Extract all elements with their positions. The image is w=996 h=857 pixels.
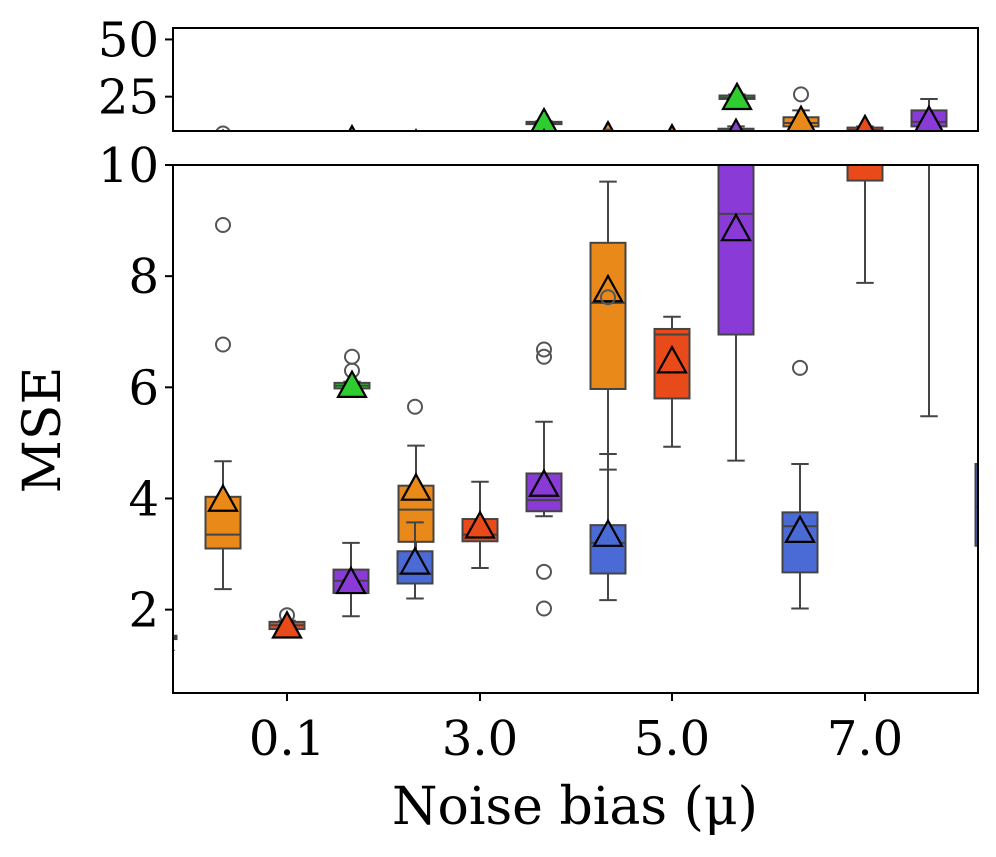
y-tick-label-6: 6: [128, 360, 159, 416]
box-red-7.0-mean-marker: [855, 113, 875, 131]
box-orange-5.0-body: [589, 241, 627, 390]
box-blue-7.0-mean-marker: [979, 130, 996, 155]
box-green-3.0-flier-1: [350, 130, 354, 131]
box-green-3.0-mean-marker: [336, 369, 368, 398]
box-blue-3.0-mean-marker: [592, 518, 624, 547]
box-blue-7.0-flier-1: [986, 280, 996, 294]
upper-plot-area: [206, 81, 996, 161]
box-orange-0.1-flier-1: [215, 217, 231, 234]
box-purple-3.0-mean-marker: [542, 127, 546, 131]
box-blue-7.0-flier-0: [986, 129, 996, 143]
box-purple-3.0-flier-3: [536, 341, 552, 358]
box-blue-5.0-flier-0: [793, 132, 807, 146]
y-tick-label-4: 4: [128, 471, 159, 527]
box-purple-3.0-flier-1: [536, 563, 552, 580]
box-green-5.0-mean-marker: [530, 106, 558, 131]
box-red-0.1-mean-marker: [273, 136, 301, 161]
x-tick-label-5.0: 5.0: [634, 711, 710, 767]
box-purple-3.0-flier-1: [537, 141, 551, 155]
box-orange-0.1-flier-0: [215, 336, 231, 353]
box-green-3.0-mean-marker: [348, 123, 356, 131]
box-blue-7.0-mean-marker: [977, 492, 978, 495]
box-purple-3.0-flier-0: [537, 142, 551, 156]
box-purple-3.0-flier-0: [536, 600, 552, 617]
box-blue-5.0-mean-marker: [799, 129, 801, 131]
box-purple-0.1-mean-marker: [337, 134, 365, 159]
box-orange-3.0-mean-marker: [400, 472, 432, 501]
box-blue-5.0-mean-marker: [784, 514, 816, 544]
box-purple-7.0-body: [912, 0, 947, 54]
box-orange-0.1-flier-1: [215, 125, 231, 131]
box-orange-0.1-body: [206, 145, 241, 147]
box-blue-0.1-mean-marker: [399, 546, 431, 575]
box-green-7.0-mean-marker: [721, 81, 753, 111]
y-tick-label-upper-50: 50: [98, 12, 159, 68]
box-red-5.0-mean-marker: [656, 344, 688, 374]
upper-axes-frame: [172, 27, 979, 132]
box-purple-3.0-flier-3: [541, 130, 547, 131]
box-orange-3.0-body: [399, 144, 434, 146]
box-blue-7.0-body: [976, 143, 996, 146]
box-orange-0.1-flier-0: [219, 130, 227, 131]
box-orange-3.0-mean-marker: [414, 128, 418, 131]
box-purple-5.0-body: [717, 165, 755, 336]
box-red-5.0-body: [655, 138, 690, 141]
x-tick-label-3.0: 3.0: [442, 711, 518, 767]
box-purple-3.0-flier-2: [536, 348, 552, 365]
box-blue-0.1-body: [398, 147, 433, 149]
x-axis-label: Noise bias (μ): [392, 777, 758, 837]
y-tick-label-upper-25: 25: [98, 70, 159, 126]
box-red-0.1-body: [270, 150, 305, 152]
box-blue-5.0-body: [783, 145, 818, 147]
box-orange-5.0-mean-marker: [601, 119, 615, 131]
box-red-5.0-mean-marker: [667, 122, 677, 131]
box-orange-7.0-flier-0: [793, 86, 809, 103]
box-blue-0.1-mean-marker: [401, 133, 429, 158]
box-green-3.0-body: [335, 140, 370, 142]
box-orange-5.0-body: [591, 134, 626, 140]
box-purple-3.0-body: [527, 144, 562, 146]
box-blue-7.0-flier-0: [986, 287, 996, 301]
box-red-0.1-mean-marker: [271, 610, 303, 639]
box-purple-0.1-body: [334, 148, 369, 150]
lower-axes: 2 4 6 8 10 0.1 3.0 5.0 7.0: [98, 0, 996, 767]
box-green-3.0-flier-1: [344, 348, 360, 365]
box-purple-3.0-flier-2: [542, 130, 546, 131]
box-blue-7.0-body: [974, 463, 978, 547]
box-purple-7.0-mean-marker: [914, 104, 944, 131]
y-axis-label: MSE: [13, 367, 73, 494]
lower-plot-area: [173, 0, 996, 651]
box-red-3.0-mean-marker: [479, 129, 481, 131]
box-green-3.0-flier-0: [345, 132, 359, 146]
box-orange-0.1-mean-marker: [221, 128, 225, 131]
box-purple-0.1-mean-marker: [335, 565, 367, 595]
box-red-3.0-mean-marker: [464, 509, 496, 539]
y-tick-label-8: 8: [128, 249, 159, 305]
box-orange-7.0-mean-marker: [786, 104, 816, 131]
x-tick-label-0.1: 0.1: [249, 711, 325, 767]
box-blue-3.0-mean-marker: [607, 129, 609, 131]
box-blue-3.0-body: [591, 146, 626, 148]
lower-axes-frame: [172, 164, 979, 694]
box-blue-5.0-flier-0: [792, 359, 808, 376]
x-tick-label-7.0: 7.0: [827, 711, 903, 767]
box-purple-5.0-mean-marker: [720, 212, 752, 242]
box-blue-0.1-flier-0: [408, 134, 422, 148]
box-red-7.0-body: [846, 165, 884, 182]
box-blue-0.1-flier-0: [407, 398, 423, 415]
box-purple-5.0-mean-marker: [728, 117, 744, 131]
y-tick-label-2: 2: [128, 583, 159, 639]
box-orange-7.0-body: [784, 0, 819, 54]
box-orange-0.1-mean-marker: [207, 483, 239, 512]
box-purple-3.0-mean-marker: [528, 468, 560, 497]
box-red-0.1-flier-0: [280, 143, 294, 157]
box-blue-3.0-flier-0: [602, 128, 614, 131]
y-tick-label-10: 10: [98, 138, 159, 194]
box-blue-7.0-flier-1: [986, 129, 996, 143]
box-blue-3.0-flier-0: [600, 289, 616, 306]
box-red-3.0-body: [463, 146, 498, 148]
